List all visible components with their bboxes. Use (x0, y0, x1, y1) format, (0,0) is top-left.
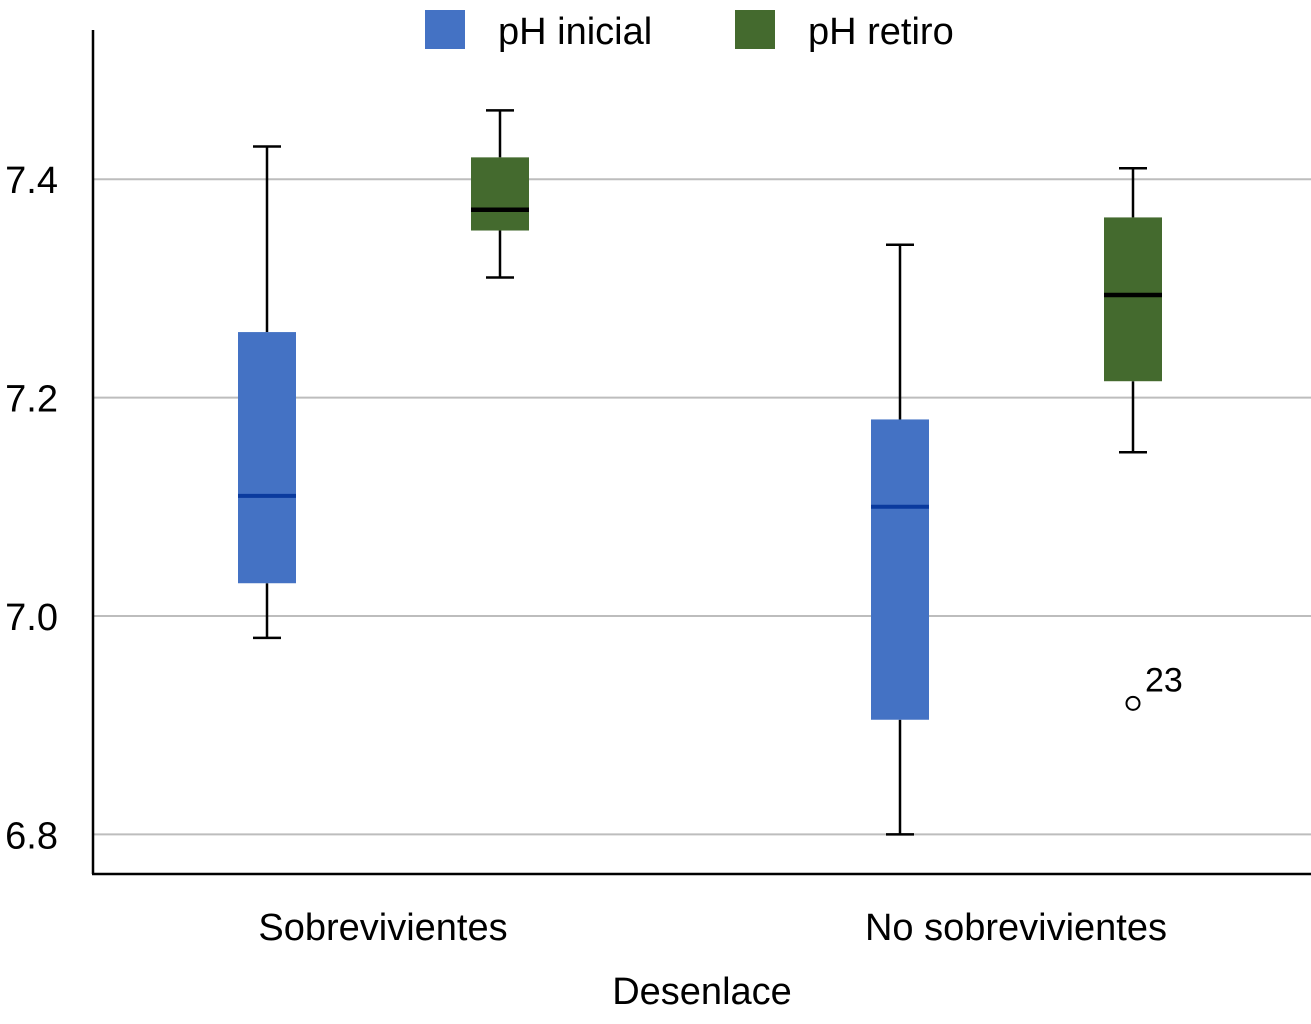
box-iqr (238, 332, 296, 584)
box-iqr (871, 419, 929, 720)
x-axis-title: Desenlace (612, 971, 792, 1013)
y-tick-label: 7.0 (5, 597, 58, 639)
y-axis-ticks: 6.8 7.0 7.2 7.4 (5, 160, 58, 857)
y-tick-label: 7.4 (5, 160, 58, 202)
x-category-label: No sobrevivientes (865, 907, 1167, 949)
legend-label-ph-inicial: pH inicial (498, 11, 652, 53)
box-ph-retiro: 23 (1104, 167, 1183, 711)
y-tick-label: 7.2 (5, 379, 58, 421)
outlier-point (1125, 695, 1141, 711)
box-iqr (1104, 217, 1162, 382)
legend-swatch-ph-inicial (425, 10, 465, 49)
legend: pH inicial pH retiro (425, 10, 954, 53)
box-ph-inicial (238, 145, 296, 640)
box-ph-inicial (871, 243, 929, 836)
box-ph-retiro (471, 109, 529, 279)
outlier-label: 23 (1145, 661, 1183, 699)
legend-swatch-ph-retiro (735, 10, 775, 49)
box-iqr (471, 157, 529, 231)
y-tick-label: 6.8 (5, 815, 58, 857)
legend-label-ph-retiro: pH retiro (808, 11, 954, 53)
boxes: 23 (238, 109, 1183, 836)
x-axis-categories: Sobrevivientes No sobrevivientes (258, 907, 1167, 949)
x-category-label: Sobrevivientes (258, 907, 507, 949)
